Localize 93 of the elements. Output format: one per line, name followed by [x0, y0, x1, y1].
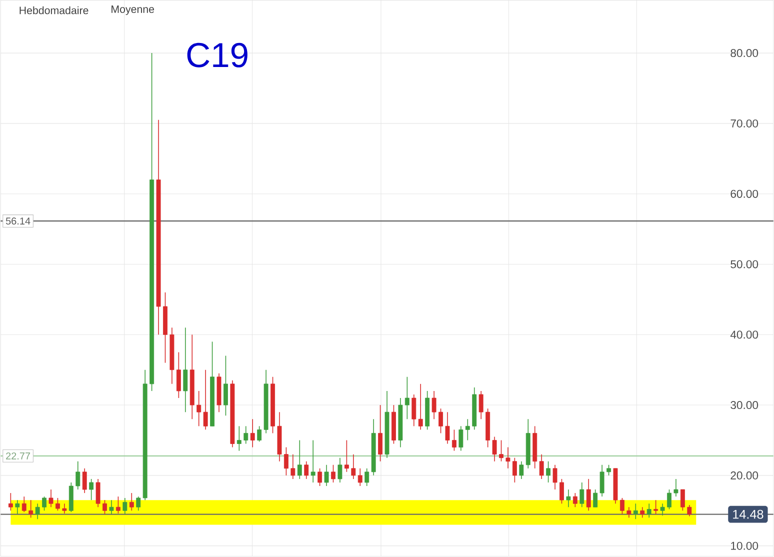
candlestick: [438, 408, 443, 434]
candlestick: [566, 489, 571, 508]
candlestick: [506, 447, 510, 469]
candlestick: [28, 500, 34, 518]
y-tick-label: 50.00: [730, 260, 758, 268]
y-tick-label: 60.00: [730, 190, 758, 198]
candlestick: [22, 496, 26, 513]
candlestick: [378, 404, 382, 462]
candlestick: [297, 440, 302, 480]
candlestick: [257, 426, 262, 442]
candlestick: [338, 458, 342, 484]
candlestick: [580, 482, 584, 508]
candlestick: [324, 464, 329, 487]
candlestick: [445, 412, 450, 444]
annotation: Moyenne: [112, 6, 154, 16]
candlestick: [593, 489, 598, 508]
y-tick-label: 40.00: [730, 330, 758, 339]
candlestick: [236, 426, 242, 452]
candlestick: [499, 440, 504, 462]
y-tick-label: 70.00: [730, 120, 758, 128]
candlestick: [183, 327, 188, 413]
candlestick: [418, 384, 423, 430]
candlestick: [109, 500, 114, 515]
candlestick: [244, 426, 248, 444]
candlestick: [318, 468, 322, 487]
y-tick-label: 30.00: [730, 401, 758, 410]
candlestick: [122, 498, 128, 515]
candlestick: [82, 468, 87, 494]
candlestick: [640, 506, 645, 518]
candlestick: [35, 503, 40, 520]
candlestick: [633, 503, 638, 520]
candlestick: [96, 478, 100, 508]
candlestick: [667, 489, 672, 510]
candlestick: [680, 489, 685, 512]
candlestick: [646, 503, 652, 518]
candlestick: [304, 461, 309, 480]
candlestick: [546, 461, 550, 484]
candlestick: [620, 498, 624, 515]
candlestick: [492, 436, 497, 462]
y-tick-label: 20.00: [730, 472, 758, 480]
candlestick: [465, 418, 470, 441]
candlestick: [284, 447, 288, 476]
candlestick: [331, 464, 336, 484]
candlestick: [458, 426, 464, 452]
candlestick: [412, 394, 416, 427]
candlestick: [62, 503, 67, 514]
candlestick: [358, 468, 362, 487]
candlestick: [654, 500, 658, 515]
candlestick: [512, 458, 517, 484]
candlestick: [687, 504, 692, 517]
candlestick: [15, 500, 20, 515]
annotation: Hebdomadaire: [20, 6, 88, 14]
candlestick: [432, 390, 436, 420]
ref-line-label: 56.14: [6, 218, 30, 225]
candlestick: [203, 370, 208, 430]
ref-line-label: 22.77: [6, 452, 30, 460]
candlestick: [89, 478, 94, 501]
candlestick: [136, 496, 141, 512]
candlestick: [452, 429, 456, 452]
ref-line-label: 14.48: [733, 510, 764, 519]
candlestick: [290, 454, 296, 480]
candlestick: [404, 376, 410, 420]
y-tick-label: 80.00: [730, 49, 758, 58]
candlestick: [539, 454, 544, 480]
candlestick: [606, 464, 611, 476]
candlestick: [129, 492, 134, 512]
candlestick: [552, 464, 558, 490]
candlestick: [42, 496, 46, 512]
candlestick: [660, 503, 665, 516]
candlestick: [519, 461, 524, 480]
candlestick: [8, 492, 13, 512]
candlestick: [196, 390, 202, 427]
candlestick: [674, 478, 678, 498]
annotation: C19: [187, 43, 248, 68]
candlestick: [572, 492, 578, 508]
candlestick: [224, 356, 228, 416]
candlestick: [56, 498, 60, 512]
candlestick: [560, 478, 564, 504]
candlestick: [310, 440, 316, 484]
candlestick: [364, 468, 370, 487]
candlestick: [116, 496, 120, 514]
candlestick: [344, 440, 349, 472]
candlestick: [76, 461, 80, 490]
candlestick: [250, 418, 255, 448]
candlestick: [176, 352, 181, 399]
candlestick: [48, 489, 54, 508]
candlestick: [102, 500, 107, 515]
candlestick: [626, 506, 632, 518]
y-tick-label: 10.00: [731, 542, 758, 550]
candlestick: [586, 478, 591, 512]
candlestick: [478, 390, 484, 420]
candlestick: [351, 454, 356, 480]
candlestick: [600, 464, 604, 498]
